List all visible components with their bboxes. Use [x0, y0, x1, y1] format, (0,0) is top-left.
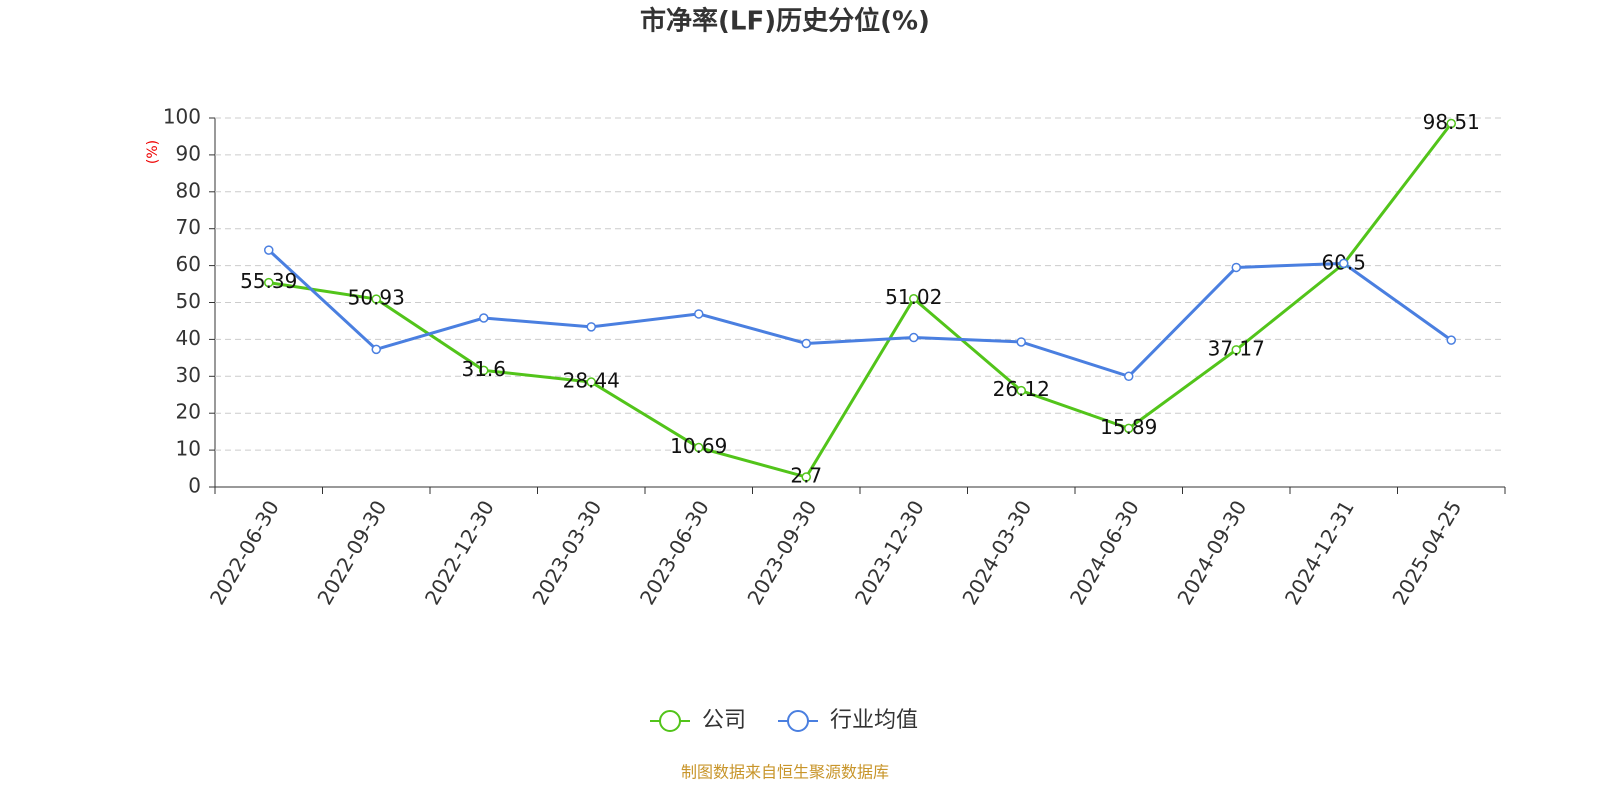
data-label: 98.51 — [1423, 110, 1480, 134]
x-tick-label: 2024-12-31 — [1280, 496, 1359, 609]
point — [1446, 118, 1456, 129]
data-label: 2.7 — [790, 464, 822, 488]
point — [1231, 345, 1241, 355]
data-label: 10.69 — [670, 434, 727, 458]
data-label: 55.39 — [240, 269, 297, 293]
y-tick-label: 70 — [176, 215, 201, 239]
data-label: 31.6 — [461, 357, 506, 381]
point — [1016, 385, 1026, 396]
x-tick-label: 2022-09-30 — [312, 496, 391, 609]
legend-marker — [787, 710, 809, 732]
point — [909, 293, 919, 304]
point — [694, 442, 704, 453]
x-tick-label: 2023-09-30 — [742, 496, 821, 609]
y-tick-label: 20 — [176, 400, 201, 424]
legend-label: 行业均值 — [830, 708, 918, 733]
point — [1124, 371, 1134, 382]
x-tick-label: 2022-12-30 — [420, 496, 499, 609]
series-line — [267, 248, 1453, 379]
point — [909, 332, 919, 343]
y-tick-label: 50 — [176, 289, 201, 313]
point — [586, 322, 596, 332]
point — [586, 377, 596, 387]
point — [1446, 335, 1456, 345]
legend-label: 公司 — [702, 708, 746, 733]
point — [1339, 258, 1349, 269]
x-tick-label: 2024-06-30 — [1065, 496, 1144, 609]
y-tick-label: 10 — [176, 437, 201, 461]
point — [479, 365, 489, 376]
point — [264, 245, 274, 255]
data-label: 37.17 — [1208, 336, 1265, 360]
point — [801, 338, 811, 349]
y-tick-label: 90 — [176, 141, 201, 165]
y-tick-label: 100 — [163, 105, 201, 129]
x-tick-label: 2024-03-30 — [957, 496, 1036, 609]
x-tick-label: 2022-06-30 — [205, 496, 284, 609]
chart-title: 市净率(LF)历史分位(%) — [640, 6, 930, 37]
point — [694, 309, 704, 319]
x-tick-label: 2023-12-30 — [850, 496, 929, 609]
data-label: 50.93 — [348, 286, 405, 310]
y-tick-label: 60 — [176, 252, 201, 276]
data-label: 51.02 — [885, 285, 942, 309]
point — [264, 277, 274, 288]
x-tick-label: 2025-04-25 — [1387, 496, 1466, 609]
point — [1124, 423, 1134, 434]
point — [371, 344, 381, 355]
y-tick-label: 40 — [176, 326, 201, 350]
x-tick-label: 2023-03-30 — [527, 496, 606, 609]
point — [1016, 337, 1026, 347]
point — [479, 313, 489, 323]
y-axis-label: (%) — [145, 140, 161, 164]
source-note: 制图数据来自恒生聚源数据库 — [681, 763, 889, 782]
data-label: 28.44 — [563, 369, 620, 393]
data-label: 26.12 — [993, 377, 1050, 401]
point — [371, 294, 381, 304]
legend-marker — [659, 710, 681, 732]
point — [1231, 262, 1241, 273]
y-tick-label: 0 — [188, 474, 201, 498]
point — [801, 472, 811, 482]
x-tick-label: 2023-06-30 — [635, 496, 714, 609]
series-line — [268, 122, 1453, 479]
data-label: 15.89 — [1100, 415, 1157, 439]
x-tick-label: 2024-09-30 — [1172, 496, 1251, 609]
y-tick-label: 30 — [176, 363, 201, 387]
y-tick-label: 80 — [176, 178, 201, 202]
